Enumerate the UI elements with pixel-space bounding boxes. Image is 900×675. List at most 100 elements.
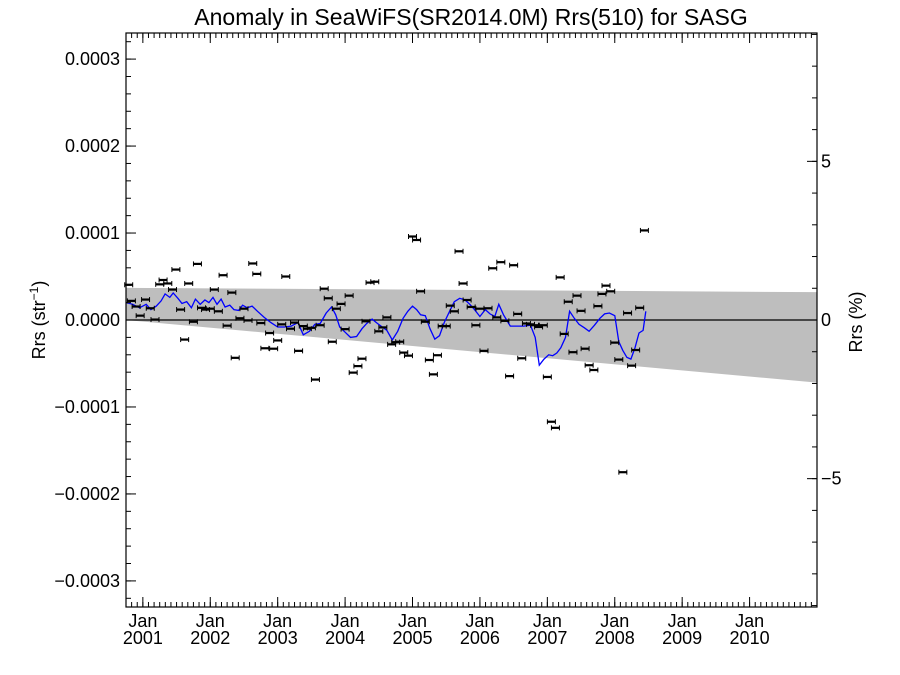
data-point bbox=[597, 291, 607, 297]
data-point bbox=[171, 267, 181, 273]
x-tick-month: Jan bbox=[533, 611, 562, 631]
data-point bbox=[576, 308, 586, 314]
x-tick-month: Jan bbox=[263, 611, 292, 631]
data-point bbox=[248, 260, 258, 266]
data-point bbox=[239, 306, 249, 312]
data-point bbox=[584, 362, 594, 368]
data-point bbox=[336, 301, 346, 307]
data-point bbox=[416, 288, 426, 294]
data-point bbox=[230, 355, 240, 361]
x-tick-year: 2005 bbox=[392, 628, 432, 648]
right-axis-title: Rrs (%) bbox=[846, 292, 866, 353]
data-point bbox=[471, 322, 481, 328]
data-point bbox=[542, 374, 552, 380]
left-y-axis: 0.0003 0.0002 0.0001 0.0000 −0.0001 −0.0002 −0… bbox=[54, 41, 136, 599]
x-axis: Jan2001Jan2002Jan2003Jan2004Jan2005Jan20… bbox=[123, 33, 818, 648]
data-point bbox=[168, 287, 178, 293]
data-point bbox=[209, 287, 219, 293]
data-point bbox=[260, 345, 270, 351]
data-point bbox=[589, 367, 599, 373]
data-point bbox=[353, 363, 363, 369]
left-tick-label: −0.0001 bbox=[54, 397, 120, 417]
data-point bbox=[265, 330, 275, 336]
data-point bbox=[623, 310, 633, 316]
data-point bbox=[441, 323, 451, 329]
data-point bbox=[559, 331, 569, 337]
plot-area bbox=[124, 227, 817, 475]
data-point bbox=[568, 349, 578, 355]
x-tick-month: Jan bbox=[196, 611, 225, 631]
data-point bbox=[420, 319, 430, 325]
data-point bbox=[141, 297, 151, 303]
left-axis-title-main: Rrs (str bbox=[29, 300, 49, 359]
data-point bbox=[546, 419, 556, 425]
data-point bbox=[319, 286, 329, 292]
data-point bbox=[488, 265, 498, 271]
data-point bbox=[150, 317, 160, 323]
data-point bbox=[306, 325, 316, 331]
data-point bbox=[555, 274, 565, 280]
data-point bbox=[145, 305, 155, 311]
data-point bbox=[563, 299, 573, 305]
data-point bbox=[158, 277, 168, 283]
data-point bbox=[348, 370, 358, 376]
data-point bbox=[610, 340, 620, 346]
data-point bbox=[340, 326, 350, 332]
data-point bbox=[412, 237, 422, 243]
data-point bbox=[496, 259, 506, 265]
data-point bbox=[513, 311, 523, 317]
left-tick-label: 0.0003 bbox=[65, 49, 120, 69]
left-axis-title-close: ) bbox=[29, 281, 49, 287]
data-point bbox=[462, 297, 472, 303]
left-tick-label: 0.0000 bbox=[65, 310, 120, 330]
data-point bbox=[213, 308, 223, 314]
x-tick-month: Jan bbox=[668, 611, 697, 631]
data-point bbox=[252, 271, 262, 277]
data-point bbox=[331, 306, 341, 312]
data-point bbox=[631, 347, 641, 353]
data-point bbox=[310, 377, 320, 383]
data-point bbox=[370, 279, 380, 285]
data-point bbox=[593, 303, 603, 309]
data-point bbox=[327, 339, 337, 345]
data-point bbox=[357, 356, 367, 362]
data-point bbox=[192, 261, 202, 267]
data-point bbox=[243, 317, 253, 323]
data-point bbox=[131, 304, 141, 310]
data-point bbox=[479, 348, 489, 354]
data-point bbox=[323, 295, 333, 301]
data-point bbox=[635, 305, 645, 311]
data-point bbox=[614, 357, 624, 363]
x-tick-year: 2009 bbox=[662, 628, 702, 648]
data-point bbox=[505, 373, 515, 379]
x-tick-year: 2004 bbox=[325, 628, 365, 648]
data-point bbox=[580, 346, 590, 352]
data-point bbox=[135, 313, 145, 319]
data-point bbox=[256, 320, 266, 326]
x-tick-year: 2003 bbox=[258, 628, 298, 648]
left-axis-title-sup: −1 bbox=[27, 286, 41, 300]
data-point bbox=[382, 314, 392, 320]
data-point bbox=[572, 293, 582, 299]
x-tick-month: Jan bbox=[398, 611, 427, 631]
x-tick-month: Jan bbox=[600, 611, 629, 631]
data-point bbox=[273, 337, 283, 343]
data-point bbox=[378, 324, 388, 330]
x-tick-month: Jan bbox=[735, 611, 764, 631]
data-point bbox=[601, 283, 611, 289]
right-tick-label: −5 bbox=[821, 469, 842, 489]
left-tick-label: 0.0002 bbox=[65, 136, 120, 156]
data-point bbox=[180, 337, 190, 343]
data-point bbox=[218, 272, 228, 278]
data-point bbox=[408, 234, 418, 240]
data-point bbox=[509, 262, 519, 268]
data-point bbox=[483, 305, 493, 311]
x-tick-year: 2010 bbox=[730, 628, 770, 648]
data-point bbox=[550, 425, 560, 431]
right-tick-label: 5 bbox=[821, 151, 831, 171]
data-point bbox=[627, 363, 637, 369]
data-point bbox=[466, 304, 476, 310]
smoothed-anomaly-line bbox=[125, 291, 647, 367]
data-point bbox=[176, 307, 186, 313]
right-tick-label: 0 bbox=[821, 310, 831, 330]
